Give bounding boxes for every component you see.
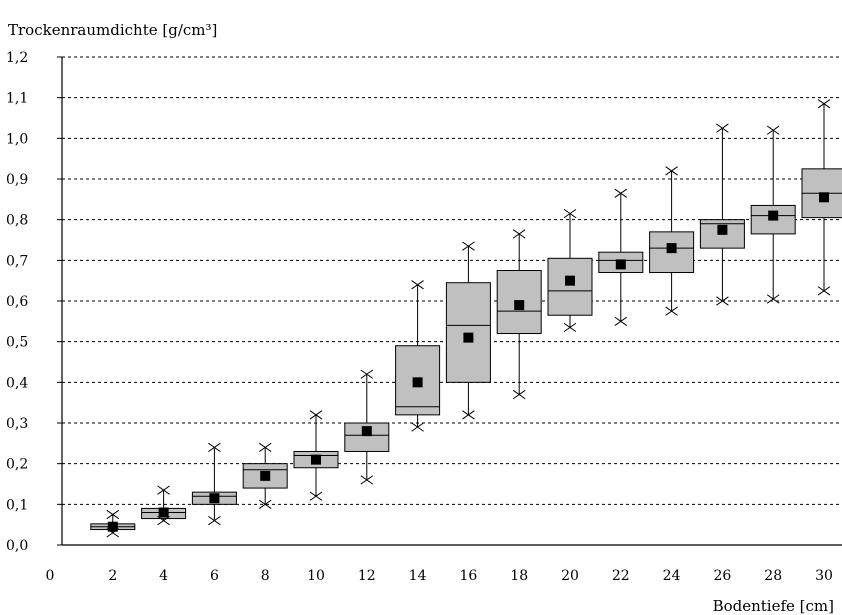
- box-series: [90, 99, 842, 538]
- max-marker: [411, 280, 424, 290]
- box-26: [699, 123, 745, 306]
- y-tick-label: 0,3: [6, 416, 28, 432]
- x-tick-label: 2: [108, 568, 117, 584]
- max-marker: [512, 229, 526, 239]
- y-tick-labels: 0,0 0,1 0,2 0,3 0,4 0,5 0,6 0,7 0,8 0,9 1,0 1,1 1,2: [6, 50, 28, 554]
- x-tick-label: 22: [612, 568, 630, 584]
- x-tick-label: 6: [210, 568, 219, 584]
- mean-marker: [717, 224, 728, 235]
- y-tick-label: 0,1: [6, 497, 28, 513]
- max-marker: [106, 509, 120, 520]
- box-12: [344, 369, 390, 485]
- y-tick-label: 0,6: [6, 294, 28, 310]
- y-tick-label: 1,2: [6, 50, 28, 66]
- box-22: [598, 188, 644, 326]
- max-marker: [208, 442, 221, 453]
- x-tick-label: 20: [561, 568, 579, 584]
- mean-marker: [361, 426, 372, 437]
- max-marker: [309, 410, 323, 420]
- min-marker: [614, 316, 628, 326]
- x-tick-label: 30: [815, 568, 833, 584]
- max-marker: [258, 442, 272, 453]
- x-axis-label: Bodentiefe [cm]: [713, 597, 834, 615]
- y-tick-label: 1,0: [6, 131, 28, 147]
- max-marker: [462, 241, 475, 251]
- box-14: [395, 280, 441, 432]
- box-24: [649, 166, 695, 316]
- mean-marker: [412, 377, 423, 388]
- box-iqr: [547, 257, 593, 316]
- y-tick-label: 0,8: [6, 213, 28, 229]
- max-marker: [766, 125, 780, 135]
- x-tick-label: 16: [459, 568, 477, 584]
- min-marker: [309, 491, 323, 501]
- y-tick-label: 0,2: [6, 457, 28, 473]
- min-marker: [563, 322, 577, 333]
- x-tick-label: 0: [46, 568, 55, 584]
- mean-marker: [514, 300, 525, 311]
- box-18: [496, 229, 542, 400]
- box-iqr: [445, 282, 491, 383]
- min-marker: [208, 515, 221, 526]
- max-marker: [157, 485, 170, 495]
- mean-marker: [565, 275, 575, 286]
- box-16: [445, 241, 491, 420]
- x-tick-label: 26: [713, 568, 731, 584]
- axes: [57, 56, 842, 546]
- y-tick-label: 0,7: [6, 253, 28, 269]
- mean-marker: [666, 243, 677, 254]
- max-marker: [817, 99, 831, 109]
- max-marker: [360, 369, 374, 379]
- min-marker: [817, 286, 831, 296]
- max-marker: [716, 123, 729, 133]
- max-marker: [665, 166, 678, 176]
- box-4: [141, 485, 187, 526]
- box-6: [191, 442, 237, 526]
- mean-marker: [463, 332, 474, 343]
- x-tick-label: 28: [764, 568, 782, 584]
- y-tick-label: 0,5: [6, 335, 28, 351]
- x-tick-label: 8: [261, 568, 270, 584]
- min-marker: [411, 422, 424, 432]
- mean-marker: [209, 493, 220, 504]
- y-tick-label: 0,9: [6, 172, 28, 188]
- x-tick-label: 14: [409, 568, 427, 584]
- x-tick-label: 10: [307, 568, 325, 584]
- gridlines: [62, 56, 842, 505]
- y-tick-label: 0,4: [6, 375, 28, 391]
- x-tick-label: 24: [663, 568, 681, 584]
- box-30: [801, 99, 842, 296]
- min-marker: [665, 306, 678, 316]
- box-28: [750, 125, 796, 304]
- mean-marker: [107, 521, 118, 532]
- box-20: [547, 208, 593, 333]
- x-tick-label: 4: [159, 568, 168, 584]
- max-marker: [614, 188, 628, 198]
- min-marker: [462, 410, 475, 420]
- max-marker: [563, 208, 577, 219]
- min-marker: [512, 389, 526, 400]
- y-tick-label: 0,0: [6, 538, 28, 554]
- mean-marker: [311, 454, 321, 465]
- y-tick-label: 1,1: [6, 91, 28, 107]
- x-tick-labels: 0 2 4 6 8 10 12 14 16 18 20 22 24 26 28 30: [46, 568, 833, 584]
- min-marker: [360, 475, 374, 485]
- box-10: [293, 410, 339, 501]
- box-2: [90, 509, 136, 538]
- x-tick-label: 18: [510, 568, 528, 584]
- mean-marker: [615, 259, 626, 270]
- mean-marker: [819, 192, 829, 203]
- min-marker: [157, 515, 170, 526]
- mean-marker: [260, 470, 271, 481]
- min-marker: [258, 499, 272, 509]
- x-tick-label: 12: [358, 568, 376, 584]
- mean-marker: [158, 507, 169, 518]
- box-8: [242, 442, 288, 509]
- min-marker: [766, 294, 780, 304]
- y-axis-label: Trockenraumdichte [g/cm³]: [8, 21, 217, 39]
- min-marker: [716, 296, 729, 306]
- mean-marker: [768, 210, 779, 221]
